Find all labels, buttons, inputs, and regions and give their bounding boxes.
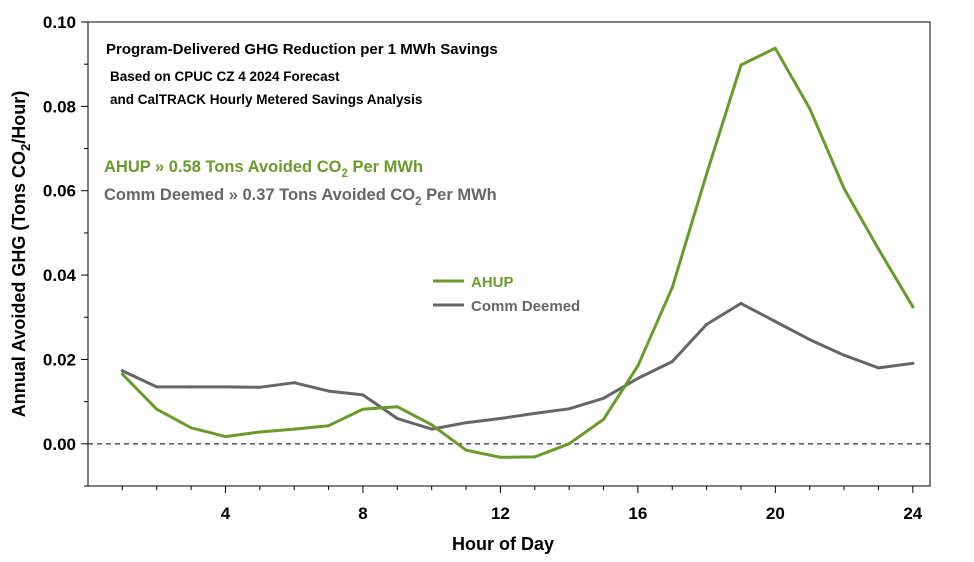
series-ahup [120, 46, 915, 459]
x-tick-label: 20 [766, 504, 785, 523]
x-tick-label: 24 [903, 504, 922, 523]
chart-title: Program-Delivered GHG Reduction per 1 MW… [106, 41, 498, 58]
data-point-comm-deemed [120, 369, 124, 373]
series-comm-deemed [120, 301, 915, 431]
legend: AHUP Comm Deemed [433, 274, 580, 315]
annotation-comm-deemed: Comm Deemed » 0.37 Tons Avoided CO2 Per … [104, 186, 497, 208]
series-line-ahup [120, 46, 915, 459]
y-tick-label: 0.06 [43, 182, 76, 201]
legend-label-ahup: AHUP [471, 274, 514, 291]
annotation-ahup: AHUP » 0.58 Tons Avoided CO2 Per MWh [104, 158, 423, 180]
data-point-ahup [120, 372, 124, 376]
data-point-comm-deemed [189, 385, 193, 389]
data-point-comm-deemed [670, 360, 674, 364]
data-point-comm-deemed [258, 385, 262, 389]
y-tick-label: 0.00 [43, 435, 76, 454]
y-tick-label: 0.04 [43, 266, 77, 285]
x-axis-title: Hour of Day [452, 534, 554, 554]
y-tick-label: 0.08 [43, 97, 76, 116]
x-tick-label: 8 [358, 504, 367, 523]
data-point-comm-deemed [876, 366, 880, 370]
data-point-comm-deemed [224, 385, 227, 389]
data-point-ahup [602, 417, 605, 421]
data-point-ahup [155, 407, 159, 411]
data-point-ahup [705, 172, 709, 176]
data-point-comm-deemed [498, 417, 502, 420]
data-point-ahup [533, 455, 537, 459]
data-point-ahup [327, 424, 331, 428]
data-point-ahup [808, 107, 812, 110]
plot-frame [87, 21, 931, 487]
data-point-comm-deemed [739, 301, 743, 305]
data-point-ahup [773, 46, 777, 50]
data-point-comm-deemed [567, 407, 571, 411]
axes: 0.00 0.02 0.04 0.06 0.08 0.10 4 8 12 16 20 24 [43, 13, 930, 523]
data-point-ahup [464, 448, 468, 452]
x-tick-label: 16 [628, 504, 647, 523]
legend-label-comm-deemed: Comm Deemed [471, 298, 580, 315]
x-tick-label: 12 [491, 504, 510, 523]
data-point-ahup [911, 305, 915, 309]
data-point-comm-deemed [155, 385, 159, 389]
data-point-ahup [258, 430, 262, 434]
data-point-ahup [670, 286, 674, 290]
data-point-comm-deemed [808, 338, 812, 342]
data-point-comm-deemed [842, 353, 846, 357]
data-point-ahup [842, 187, 846, 191]
y-axis-title: Annual Avoided GHG (Tons CO2/Hour) [9, 91, 33, 418]
data-point-ahup [395, 405, 399, 409]
data-point-ahup [292, 427, 296, 431]
data-point-comm-deemed [292, 381, 296, 385]
data-point-ahup [636, 364, 640, 368]
data-point-ahup [876, 247, 880, 251]
data-point-ahup [224, 435, 227, 439]
chart-subtitle-line-1: Based on CPUC CZ 4 2024 Forecast [110, 69, 340, 84]
data-point-comm-deemed [705, 322, 709, 326]
data-point-comm-deemed [464, 421, 468, 425]
data-point-ahup [739, 63, 743, 67]
data-point-ahup [189, 426, 193, 430]
data-point-comm-deemed [533, 411, 537, 415]
x-tick-label: 4 [221, 504, 231, 523]
data-point-ahup [361, 407, 365, 411]
data-point-ahup [430, 423, 434, 427]
data-point-comm-deemed [327, 389, 331, 393]
data-point-comm-deemed [773, 320, 777, 323]
data-point-comm-deemed [395, 417, 399, 420]
data-point-comm-deemed [911, 361, 915, 365]
series-lines [120, 46, 915, 459]
series-line-comm-deemed [120, 301, 915, 431]
data-point-ahup [567, 442, 571, 446]
data-point-comm-deemed [361, 393, 365, 397]
y-tick-label: 0.10 [43, 13, 76, 32]
data-point-comm-deemed [636, 376, 640, 380]
data-point-comm-deemed [430, 427, 434, 431]
data-point-comm-deemed [602, 396, 605, 400]
chart-subtitle-line-2: and CalTRACK Hourly Metered Savings Anal… [110, 92, 422, 107]
data-point-ahup [498, 455, 502, 459]
y-tick-label: 0.02 [43, 350, 76, 369]
